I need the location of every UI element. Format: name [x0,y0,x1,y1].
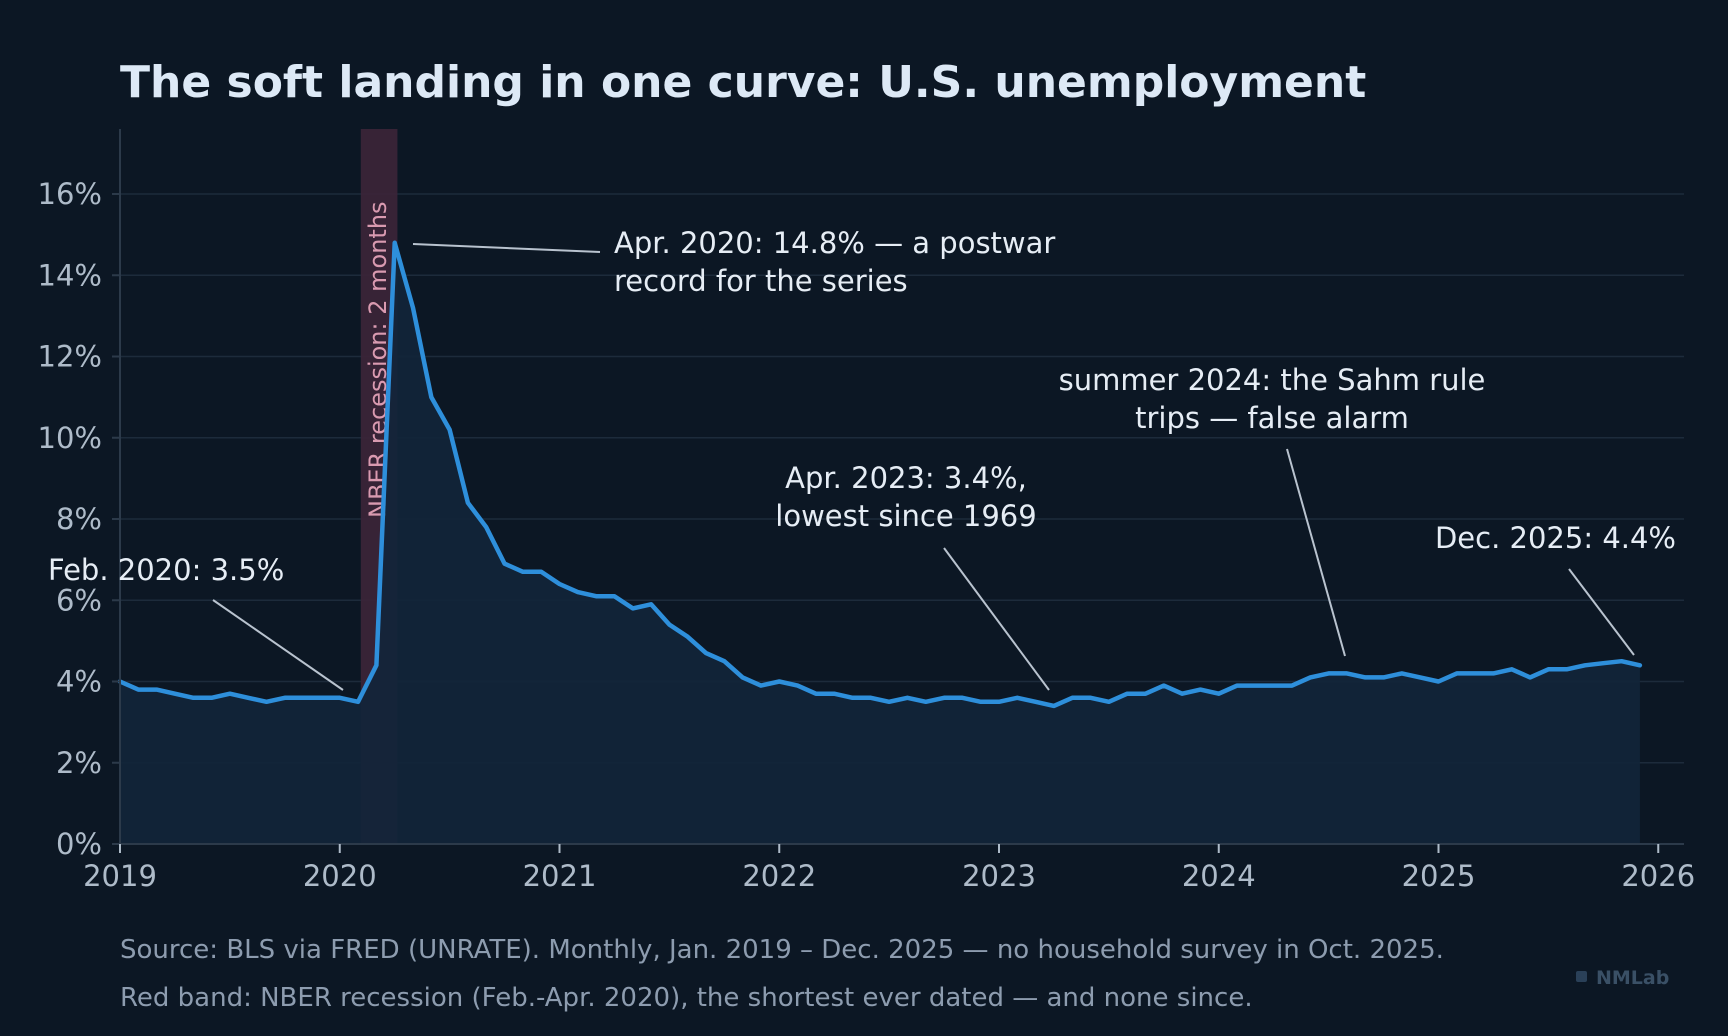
brand-mark-icon [1576,971,1587,982]
annotation-2-line-1: Apr. 2020: 14.8% — a postwar [614,226,1055,260]
series-line [117,240,1643,709]
annotation-5-line-1: Dec. 2025: 4.4% [1435,521,1676,555]
annotation-3-line-2: lowest since 1969 [775,499,1036,533]
y-tick-label-0: 0% [56,827,102,861]
y-tick-label-2: 4% [56,665,102,699]
y-tick-label-8: 16% [38,177,102,211]
axes: 0% 2% 4% 6% 8% 10% 12% 14% 16% 2019 2020 2021 2022 20… [38,129,1695,893]
x-tick-label-2022: 2022 [742,859,816,893]
series-area-fill [120,242,1640,845]
annotation-leader-5 [1568,568,1635,656]
annotation-leader-1 [212,599,344,691]
annotation-4: summer 2024: the Sahm rule trips — false … [1059,363,1486,435]
annotation-3: Apr. 2023: 3.4%, lowest since 1969 [775,461,1036,533]
y-tick-label-1: 2% [56,746,102,780]
x-tick-label-2025: 2025 [1402,859,1476,893]
area-group [117,240,1643,845]
y-tick-label-5: 10% [38,421,102,455]
y-tick-label-6: 12% [38,340,102,374]
x-tick-label-2023: 2023 [962,859,1036,893]
annotation-leader-3 [943,547,1050,691]
annotation-2-line-2: record for the series [614,264,908,298]
annotations: Feb. 2020: 3.5% Apr. 2020: 14.8% — a post… [48,226,1676,691]
x-tick-label-2020: 2020 [303,859,377,893]
annotation-2: Apr. 2020: 14.8% — a postwar record for t… [614,226,1055,298]
x-tick-label-2019: 2019 [83,859,157,893]
annotation-1-line-1: Feb. 2020: 3.5% [48,553,284,587]
x-tick-label-2024: 2024 [1182,859,1256,893]
x-tick-label-2026: 2026 [1621,859,1695,893]
x-tick-label-2021: 2021 [523,859,597,893]
annotation-3-line-1: Apr. 2023: 3.4%, [785,461,1027,495]
annotation-leader-2 [412,243,601,253]
annotation-4-line-1: summer 2024: the Sahm rule [1059,363,1486,397]
annotation-5: Dec. 2025: 4.4% [1435,521,1676,555]
annotation-4-line-2: trips — false alarm [1135,401,1409,435]
annotation-leader-4 [1286,448,1346,657]
annotation-1: Feb. 2020: 3.5% [48,553,284,587]
brand-label: NMLab [1596,967,1669,989]
y-tick-label-3: 6% [56,583,102,617]
chart-title: The soft landing in one curve: U.S. unem… [120,57,1366,108]
footer-note: Red band: NBER recession (Feb.-Apr. 2020… [120,983,1253,1013]
y-tick-label-7: 14% [38,258,102,292]
footer-source: Source: BLS via FRED (UNRATE). Monthly, … [120,935,1444,965]
y-tick-label-4: 8% [56,502,102,536]
